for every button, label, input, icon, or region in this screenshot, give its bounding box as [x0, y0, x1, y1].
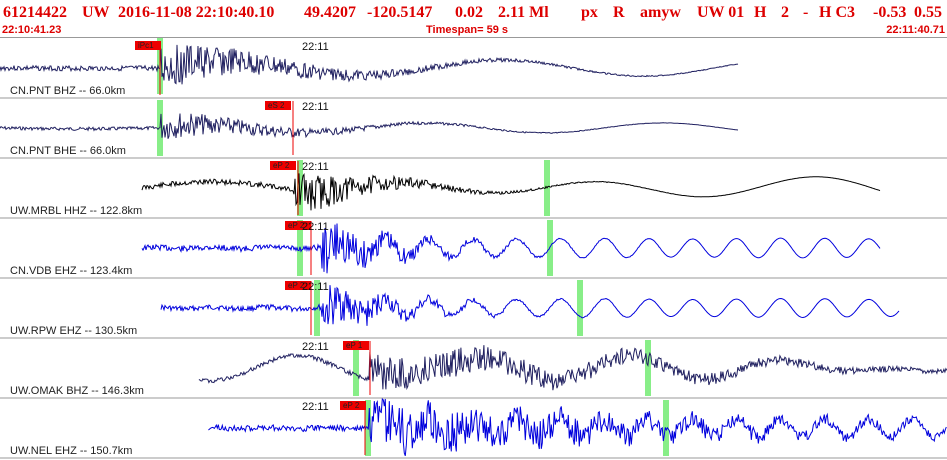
waveform-trace[interactable]: [141, 173, 881, 211]
event-count: 2: [781, 4, 789, 21]
channel-label: UW.RPW EHZ -- 130.5km: [10, 325, 137, 337]
event-type: px: [581, 4, 598, 21]
pick-label: eP 2: [273, 161, 290, 170]
pick-flag[interactable]: [135, 41, 161, 50]
minute-label: 22:11: [302, 221, 329, 233]
minute-label: 22:11: [302, 341, 329, 353]
timespan: Timespan= 59 s: [426, 24, 509, 36]
channel-label: CN.VDB EHZ -- 123.4km: [10, 265, 132, 277]
event-value-2: 0.55: [914, 4, 942, 21]
minute-label: 22:11: [302, 401, 329, 413]
event-datetime: 2016-11-08 22:10:40.10: [118, 4, 275, 21]
channel-label: UW.NEL EHZ -- 150.7km: [10, 445, 132, 457]
event-magnitude: 2.11 Ml: [498, 4, 549, 21]
minute-label: 22:11: [302, 161, 329, 173]
pick-marker[interactable]: [645, 340, 651, 396]
channel-label: UW.OMAK BHZ -- 146.3km: [10, 385, 144, 397]
event-status: R: [613, 4, 625, 21]
pick-label: eP 2: [288, 281, 305, 290]
waveform-trace[interactable]: [198, 345, 947, 391]
waveform-trace[interactable]: [0, 44, 739, 85]
channel-label: UW.MRBL HHZ -- 122.8km: [10, 205, 142, 217]
pick-marker[interactable]: [353, 340, 359, 396]
pick-flag[interactable]: [343, 341, 369, 350]
pick-marker[interactable]: [577, 280, 583, 336]
event-network: UW: [82, 4, 110, 21]
start-time: 22:10:41.23: [2, 24, 62, 36]
pick-flag[interactable]: [340, 401, 366, 410]
event-author: amyw: [640, 4, 681, 21]
event-dash: -: [803, 4, 809, 21]
event-value-1: -0.53: [873, 4, 907, 21]
channel-label: CN.PNT BHE -- 66.0km: [10, 145, 126, 157]
event-header: 61214422 UW 2016-11-08 22:10:40.10 49.42…: [0, 0, 947, 38]
event-quality: UW 01: [697, 4, 745, 21]
pick-flag[interactable]: [265, 101, 291, 110]
pick-label: eS 2: [268, 101, 285, 110]
pick-label: iPc1: [138, 41, 154, 50]
time-axis-line: [0, 37, 947, 38]
event-h-flag: H: [754, 4, 767, 21]
pick-marker[interactable]: [297, 160, 303, 216]
event-lat: 49.4207: [304, 4, 356, 21]
pick-label: eP 2: [343, 401, 360, 410]
end-time: 22:11:40.71: [886, 24, 945, 36]
minute-label: 22:11: [302, 281, 329, 293]
waveform-trace[interactable]: [141, 223, 881, 274]
waveform-trace[interactable]: [160, 285, 900, 326]
minute-label: 22:11: [302, 101, 329, 113]
channel-label: CN.PNT BHZ -- 66.0km: [10, 85, 125, 97]
event-lon: -120.5147: [367, 4, 433, 21]
waveform-trace[interactable]: [0, 113, 739, 139]
event-depth: 0.02: [455, 4, 483, 21]
event-hc-flag: H C3: [819, 4, 855, 21]
waveform-trace[interactable]: [208, 397, 947, 456]
pick-label: eP 1: [346, 341, 363, 350]
pick-flag[interactable]: [270, 161, 296, 170]
pick-flag[interactable]: [285, 221, 311, 230]
minute-label: 22:11: [302, 41, 329, 53]
pick-label: eP 2: [288, 221, 305, 230]
event-id: 61214422: [3, 4, 67, 21]
pick-flag[interactable]: [285, 281, 311, 290]
